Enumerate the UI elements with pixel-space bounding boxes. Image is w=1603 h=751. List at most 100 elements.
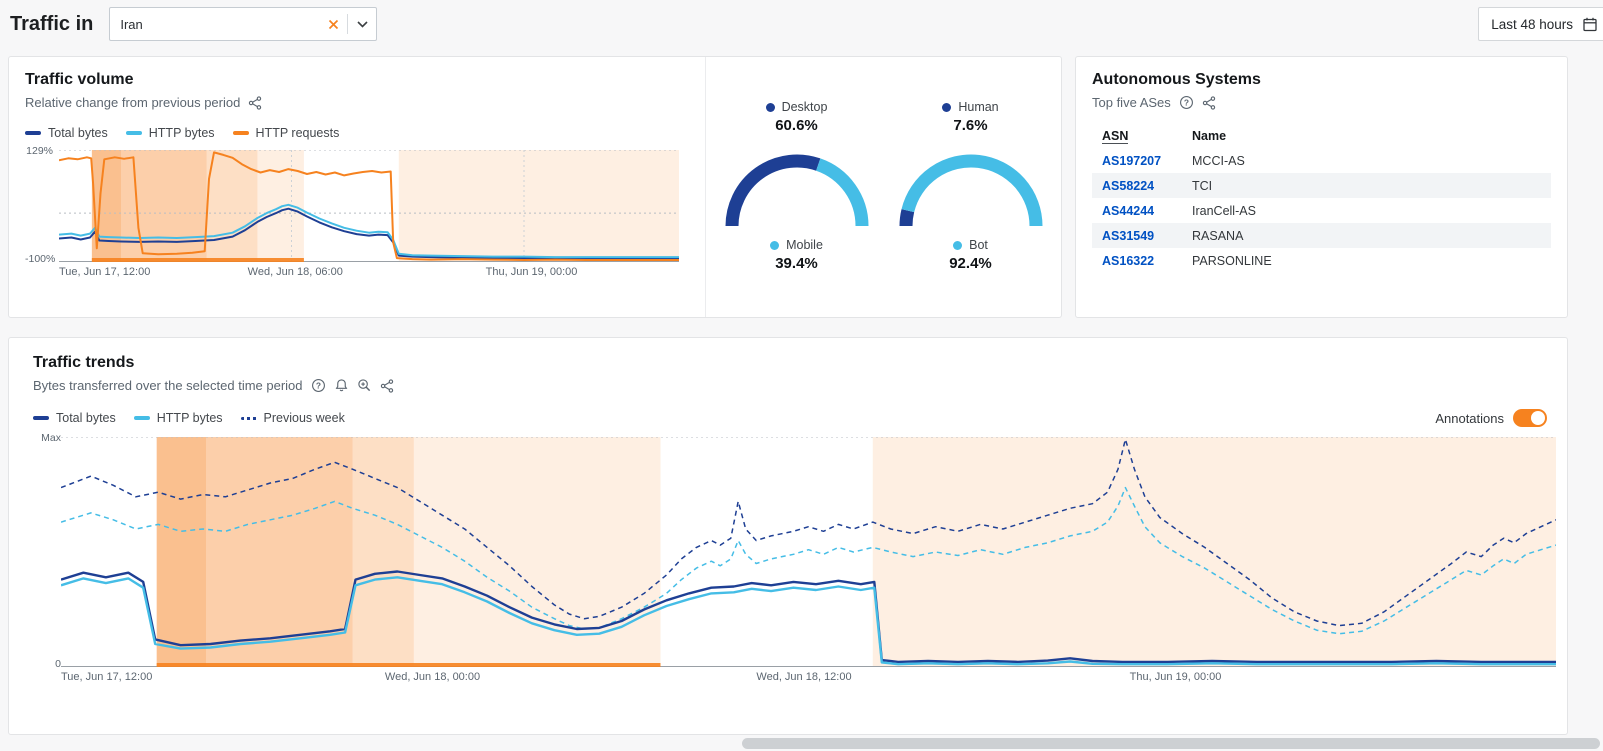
help-icon[interactable]: ?	[311, 378, 326, 393]
asn-link[interactable]: AS58224	[1102, 178, 1155, 193]
share-icon[interactable]	[380, 378, 394, 393]
traffic-share-panel: Desktop 60.6% Mobile 39.4% Huma	[705, 57, 1061, 317]
clear-location-icon[interactable]	[319, 8, 347, 40]
legend-item-http-bytes[interactable]: HTTP bytes	[133, 411, 223, 425]
x-tick-label: Wed, Jun 18, 00:00	[384, 671, 481, 683]
as-table-header: ASN Name	[1092, 124, 1551, 148]
desktop-value: 60.6%	[775, 117, 818, 134]
mobile-label: Mobile	[770, 238, 823, 252]
card-traffic-trends: Traffic trends Bytes transferred over th…	[8, 337, 1568, 735]
asn-link[interactable]: AS31549	[1102, 228, 1155, 243]
time-range-button[interactable]: Last 48 hours	[1478, 7, 1603, 41]
legend-item-previous-week[interactable]: Previous week	[240, 411, 345, 425]
x-tick-label: Wed, Jun 18, 12:00	[756, 671, 852, 683]
device-gauge-column: Desktop 60.6% Mobile 39.4%	[717, 100, 877, 274]
bot-value: 92.4%	[949, 255, 992, 272]
mobile-value: 39.4%	[775, 255, 818, 272]
legend-item-total-bytes[interactable]: Total bytes	[33, 411, 116, 425]
table-row: AS16322 PARSONLINE	[1092, 248, 1551, 273]
svg-text:?: ?	[315, 380, 320, 390]
device-gauge[interactable]	[722, 136, 872, 238]
table-row: AS44244 IranCell-AS	[1092, 198, 1551, 223]
legend-swatch	[133, 416, 150, 420]
human-dot-icon	[942, 102, 952, 112]
legend-swatch	[33, 416, 49, 420]
legend-item-http-requests[interactable]: HTTP requests	[232, 126, 339, 140]
traffic-trends-subtitle: Bytes transferred over the selected time…	[33, 378, 303, 393]
visitor-gauge[interactable]	[896, 136, 1046, 238]
traffic-trends-title: Traffic trends	[33, 354, 135, 371]
legend-item-total-bytes[interactable]: Total bytes	[25, 126, 108, 140]
location-value: Iran	[120, 16, 143, 32]
x-tick-label: Wed, Jun 18, 06:00	[247, 266, 343, 278]
traffic-volume-chart[interactable]	[59, 150, 689, 262]
legend-swatch	[25, 131, 41, 135]
bot-label: Bot	[953, 238, 988, 252]
calendar-icon	[1582, 16, 1598, 32]
human-value: 7.6%	[953, 117, 988, 134]
legend-swatch	[125, 131, 142, 135]
y-axis-min-label: -100%	[25, 253, 56, 265]
scrollbar-thumb[interactable]	[742, 738, 1600, 749]
annotations-control: Annotations	[1435, 409, 1547, 427]
card-autonomous-systems: Autonomous Systems Top five ASes ?	[1075, 56, 1568, 318]
dashboard: Traffic volume Relative change from prev…	[0, 48, 1603, 735]
combo-divider	[347, 14, 349, 34]
chevron-down-icon[interactable]	[348, 8, 376, 40]
top-bar: Traffic in Iran Last 48 hours	[0, 0, 1603, 48]
traffic-volume-x-axis: Tue, Jun 17, 12:00 Wed, Jun 18, 06:00 Thu,…	[59, 266, 689, 281]
time-range-label: Last 48 hours	[1491, 16, 1573, 32]
human-label: Human	[942, 100, 999, 114]
desktop-label: Desktop	[765, 100, 827, 114]
visitor-gauge-column: Human 7.6% Bot 92.4%	[891, 100, 1051, 274]
as-column-name[interactable]: Name	[1192, 129, 1227, 143]
table-row: AS197207 MCCI-AS	[1092, 148, 1551, 173]
help-icon[interactable]: ?	[1179, 95, 1194, 110]
share-icon[interactable]	[248, 95, 262, 110]
annotations-toggle[interactable]	[1513, 409, 1547, 427]
x-tick-label: Tue, Jun 17, 12:00	[61, 671, 153, 683]
asn-link[interactable]: AS44244	[1102, 203, 1155, 218]
share-icon[interactable]	[1202, 95, 1216, 110]
traffic-trends-legend: Total bytes HTTP bytes Previous week Ann…	[33, 409, 1547, 427]
alerts-bell-icon[interactable]	[334, 378, 349, 393]
as-name: MCCI-AS	[1192, 153, 1245, 168]
page-title: Traffic in	[10, 12, 94, 35]
as-table: ASN Name AS197207 MCCI-AS AS58224 TCI AS…	[1092, 124, 1551, 273]
y-axis-max-label: Max	[41, 432, 61, 444]
asn-link[interactable]: AS197207	[1102, 153, 1162, 168]
traffic-volume-subtitle: Relative change from previous period	[25, 95, 241, 110]
table-row: AS31549 RASANA	[1092, 223, 1551, 248]
as-name: PARSONLINE	[1192, 253, 1272, 268]
legend-swatch-dashed	[240, 416, 257, 420]
horizontal-scrollbar[interactable]	[0, 736, 1603, 751]
as-column-asn[interactable]: ASN	[1102, 129, 1129, 144]
zoom-icon[interactable]	[357, 378, 372, 393]
toggle-knob	[1531, 411, 1545, 425]
as-name: IranCell-AS	[1192, 203, 1256, 218]
traffic-volume-title: Traffic volume	[25, 71, 134, 88]
x-tick-label: Thu, Jun 19, 00:00	[1129, 671, 1222, 683]
traffic-trends-chart[interactable]	[61, 437, 1556, 667]
annotations-label: Annotations	[1435, 410, 1504, 426]
legend-item-http-bytes[interactable]: HTTP bytes	[125, 126, 215, 140]
traffic-volume-legend: Total bytes HTTP bytes HTTP requests	[25, 126, 689, 140]
autonomous-systems-title: Autonomous Systems	[1092, 71, 1261, 88]
y-axis-min-label: 0	[55, 658, 61, 670]
table-row: AS58224 TCI	[1092, 173, 1551, 198]
asn-link[interactable]: AS16322	[1102, 253, 1155, 268]
autonomous-systems-subtitle: Top five ASes	[1092, 95, 1171, 110]
location-selector[interactable]: Iran	[109, 7, 378, 41]
x-tick-label: Thu, Jun 19, 00:00	[485, 266, 578, 278]
x-tick-label: Tue, Jun 17, 12:00	[59, 266, 151, 278]
svg-text:?: ?	[1184, 97, 1189, 107]
as-name: RASANA	[1192, 228, 1244, 243]
bot-dot-icon	[953, 240, 963, 250]
as-name: TCI	[1192, 178, 1213, 193]
mobile-dot-icon	[770, 240, 780, 250]
traffic-trends-x-axis: Tue, Jun 17, 12:00 Wed, Jun 18, 00:00 Wed,…	[61, 671, 1547, 686]
legend-swatch	[232, 131, 249, 135]
card-traffic-volume: Traffic volume Relative change from prev…	[8, 56, 1062, 318]
desktop-dot-icon	[765, 102, 775, 112]
y-axis-max-label: 129%	[26, 145, 53, 157]
